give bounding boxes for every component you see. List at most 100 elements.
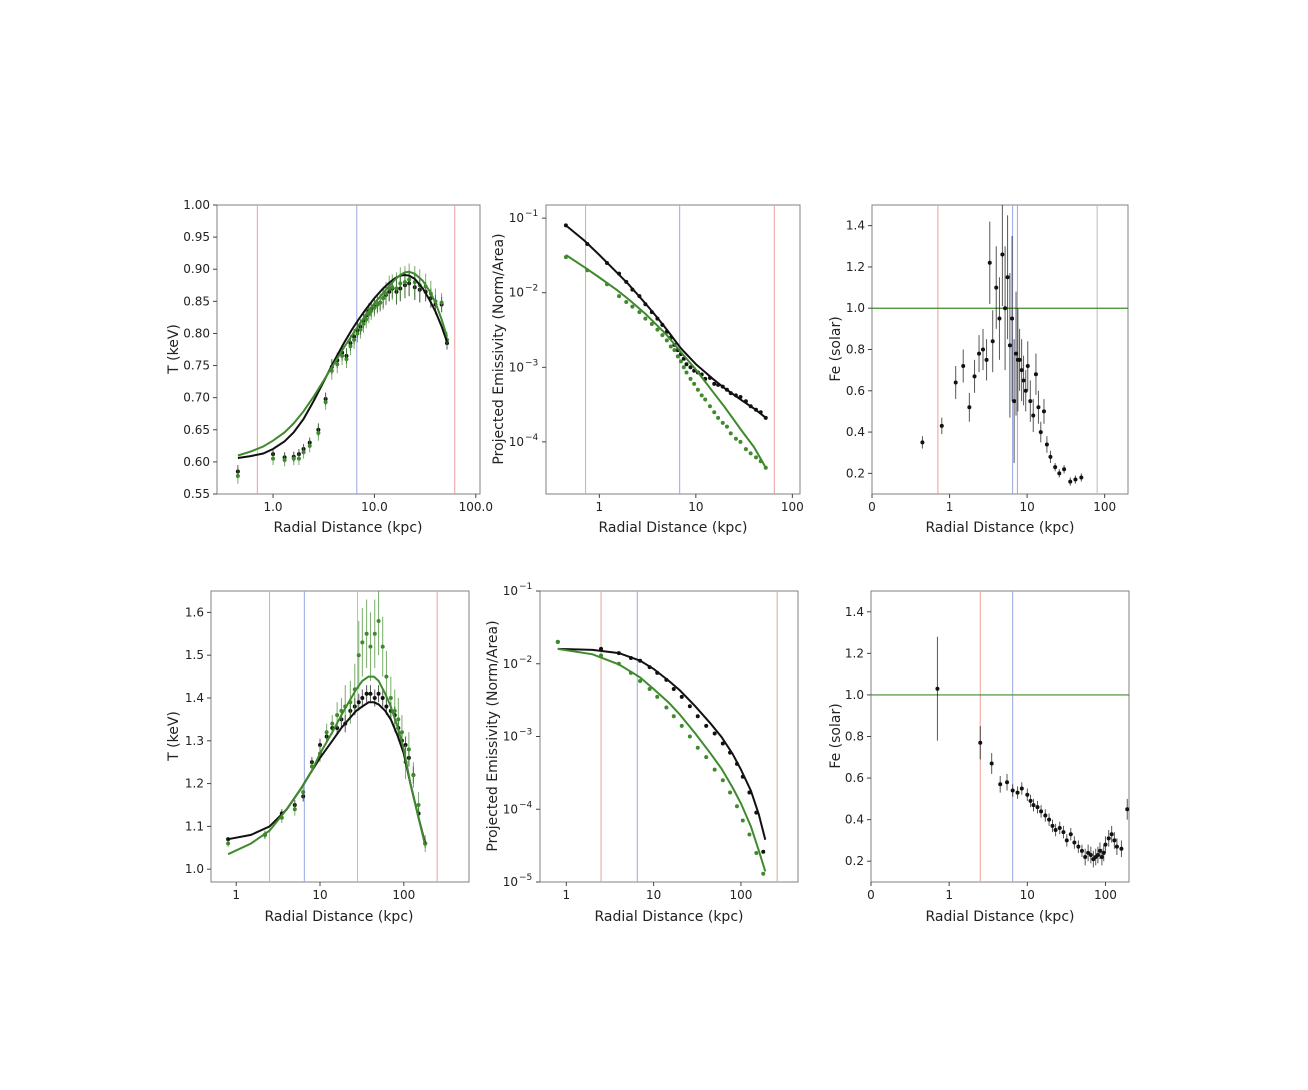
data-point: [961, 364, 966, 369]
data-point: [361, 321, 366, 326]
data-point: [439, 300, 444, 305]
data-point: [344, 357, 349, 362]
data-point: [301, 790, 306, 795]
data-point: [1057, 471, 1062, 476]
data-point: [1000, 252, 1005, 257]
data-point: [1079, 475, 1084, 480]
y-tick-exponent: −5: [519, 873, 532, 883]
x-tick-label: 1.0: [263, 500, 282, 514]
y-tick-label: 0.60: [183, 455, 210, 469]
plot-frame: [539, 590, 799, 883]
y-tick-label: 0.75: [183, 359, 210, 373]
data-point: [1050, 823, 1055, 828]
panel-bottom-temperature: 1 10 100 1.0 1.1 1.2 1.3 1.4 1.5 1.6 Radial Dista…: [166, 590, 470, 925]
data-point: [997, 316, 1002, 321]
data-point: [1053, 828, 1058, 833]
data-point: [1119, 846, 1124, 851]
data-point: [660, 333, 665, 338]
data-point: [291, 456, 296, 461]
y-tick-exponent: −2: [519, 655, 532, 665]
data-point: [684, 370, 689, 375]
data-point: [703, 397, 708, 402]
data-point: [1019, 368, 1024, 373]
y-tick-label: 1.2: [846, 260, 865, 274]
data-point: [392, 708, 397, 713]
x-tick-label: 10: [1020, 888, 1035, 902]
panel-top-fe: 0 1 10 100 0.2 0.4 0.6 0.8 1.0 1.2 1.4 Radial Dist…: [828, 204, 1129, 536]
data-point: [1112, 838, 1117, 843]
data-point: [384, 704, 389, 709]
plot-frame: [210, 590, 470, 883]
y-tick-label: 10: [503, 584, 518, 598]
data-point: [712, 767, 717, 772]
data-point: [704, 723, 709, 728]
data-point: [716, 415, 721, 420]
data-point: [967, 405, 972, 410]
data-point: [655, 327, 660, 332]
data-point: [1005, 275, 1010, 280]
data-point: [1048, 454, 1053, 459]
data-point: [368, 644, 373, 649]
data-point: [1095, 852, 1100, 857]
x-tick-label: 10: [1019, 500, 1034, 514]
data-point: [724, 424, 729, 429]
data-point: [664, 338, 669, 343]
data-point: [672, 348, 677, 353]
data-point: [688, 365, 693, 370]
data-point: [671, 714, 676, 719]
data-point: [684, 362, 689, 367]
data-point: [1109, 832, 1114, 837]
data-point: [1062, 467, 1067, 472]
data-point: [396, 717, 401, 722]
data-point: [643, 316, 648, 321]
data-point: [649, 322, 654, 327]
data-point: [335, 362, 340, 367]
data-point: [743, 447, 748, 452]
data-point: [388, 695, 393, 700]
data-point: [384, 674, 389, 679]
panel-top-temperature: 1.0 10.0 100.0 0.55 0.60 0.65 0.70 0.75 0.80 0.85…: [166, 198, 493, 536]
data-point: [1097, 848, 1102, 853]
data-point: [679, 694, 684, 699]
y-axis-label: T (keV): [166, 324, 182, 375]
plot-frame: [870, 590, 1130, 883]
y-tick-label: 0.6: [846, 384, 865, 398]
data-point: [352, 337, 357, 342]
x-tick-label: 0: [867, 888, 875, 902]
data-point: [364, 691, 369, 696]
data-point: [754, 851, 759, 856]
data-point: [364, 317, 369, 322]
x-axis-label: Radial Distance (kpc): [599, 520, 748, 536]
data-point: [1014, 351, 1019, 356]
data-point: [1005, 780, 1010, 785]
data-point: [687, 734, 692, 739]
data-point: [747, 832, 752, 837]
model-fit-curve: [227, 675, 427, 856]
y-tick-label: 1.3: [185, 734, 204, 748]
data-point: [695, 714, 700, 719]
y-tick-exponent: −3: [525, 358, 538, 368]
data-point: [981, 347, 986, 352]
data-point: [935, 686, 940, 691]
y-tick-exponent: −2: [525, 284, 538, 294]
data-point: [692, 381, 697, 386]
data-point: [754, 455, 759, 460]
data-point: [1010, 788, 1015, 793]
y-tick-label: 0.55: [183, 487, 210, 501]
data-point: [1035, 805, 1040, 810]
data-point: [1068, 479, 1073, 484]
y-tick-label: 10: [509, 286, 524, 300]
y-tick-label: 10: [509, 360, 524, 374]
data-point: [720, 420, 725, 425]
data-point: [226, 841, 231, 846]
data-point: [1039, 809, 1044, 814]
x-axis-label: Radial Distance (kpc): [926, 520, 1075, 536]
data-point: [699, 393, 704, 398]
data-point: [1041, 409, 1046, 414]
y-tick-label: 0.6: [845, 771, 864, 785]
plot-marks: 0 1 10 100 0.2 0.4 0.6 0.8 1.0 1.2 1.4: [845, 591, 1130, 902]
x-tick-label: 100: [730, 888, 753, 902]
data-point: [1103, 842, 1108, 847]
data-point: [360, 640, 365, 645]
